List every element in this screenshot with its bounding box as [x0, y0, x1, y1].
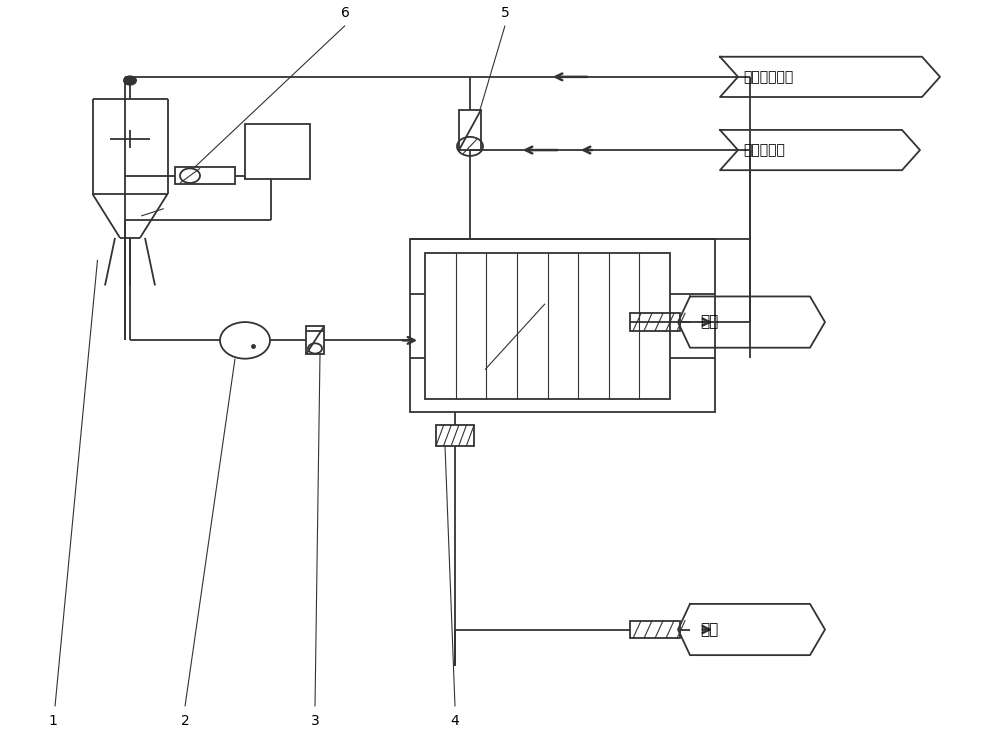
Bar [245, 124, 310, 179]
Bar [630, 313, 680, 331]
Circle shape [123, 75, 137, 86]
Text: 4: 4 [451, 714, 459, 728]
Text: 2: 2 [181, 714, 189, 728]
Bar [630, 621, 680, 638]
Text: 低浓度浓缩液: 低浓度浓缩液 [743, 70, 793, 84]
Text: 物料平衡缸: 物料平衡缸 [743, 143, 785, 157]
Bar [459, 110, 481, 150]
Bar [175, 167, 235, 184]
Text: 3: 3 [311, 714, 319, 728]
Text: 5: 5 [501, 7, 509, 20]
Text: 1: 1 [49, 714, 57, 728]
Text: 6: 6 [341, 7, 349, 20]
Bar [410, 239, 715, 412]
Text: 冰水: 冰水 [700, 622, 718, 637]
Bar [425, 253, 670, 399]
Text: 冰水: 冰水 [700, 315, 718, 329]
Bar [436, 425, 474, 446]
Bar [306, 326, 324, 354]
